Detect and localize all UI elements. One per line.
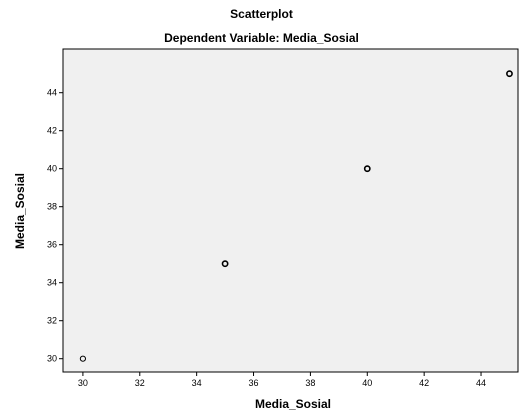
- y-tick-label: 36: [47, 240, 57, 250]
- y-tick-label: 44: [47, 88, 57, 98]
- y-tick-label: 38: [47, 202, 57, 212]
- x-axis-label: Media_Sosial: [63, 397, 523, 411]
- x-tick-label: 32: [135, 378, 145, 388]
- x-tick-label: 30: [78, 378, 88, 388]
- y-tick-label: 34: [47, 278, 57, 288]
- x-tick-label: 36: [249, 378, 259, 388]
- x-axis: 30 32 34 36 38 40 42 44: [78, 372, 486, 388]
- y-axis-label: Media_Sosial: [13, 173, 27, 249]
- y-tick-label: 32: [47, 316, 57, 326]
- x-tick-label: 44: [476, 378, 486, 388]
- x-tick-label: 40: [362, 378, 372, 388]
- x-tick-label: 38: [305, 378, 315, 388]
- plot-area: [63, 49, 518, 372]
- y-tick-label: 40: [47, 164, 57, 174]
- x-tick-label: 34: [192, 378, 202, 388]
- y-tick-label: 42: [47, 126, 57, 136]
- y-axis: 30 32 34 36 38 40 42 44: [47, 88, 63, 364]
- y-tick-label: 30: [47, 354, 57, 364]
- x-tick-label: 42: [419, 378, 429, 388]
